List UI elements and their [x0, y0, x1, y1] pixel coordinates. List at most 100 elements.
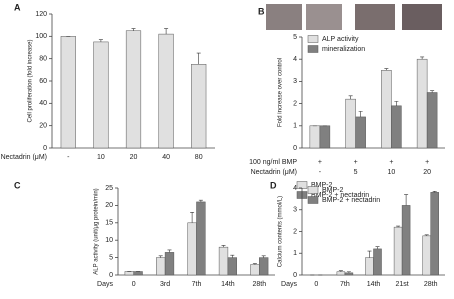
treatment-value: + [389, 159, 393, 166]
x-tick-label: 20 [130, 154, 138, 161]
bar [227, 257, 237, 276]
y-tick-label: 3 [293, 207, 297, 214]
y-tick-label: 3 [293, 78, 297, 85]
error-bar [164, 28, 169, 35]
y-tick-label: 2 [293, 100, 297, 107]
stain-images [266, 4, 442, 30]
y-tick-label: 40 [39, 100, 47, 107]
bar [355, 116, 366, 149]
error-bar [420, 56, 425, 60]
x-tick-label: 0 [132, 281, 136, 288]
y-tick-label: 0 [293, 145, 297, 152]
bar [60, 36, 76, 149]
bar [218, 246, 229, 276]
stain-image [266, 4, 302, 30]
panel-letter: B [258, 6, 265, 16]
legend-swatch [307, 45, 319, 53]
error-bar [348, 95, 353, 100]
x-tick-label: 20 [423, 169, 431, 176]
legend-swatch [307, 186, 319, 194]
x-tick-label: 5 [354, 169, 358, 176]
treatment-value: + [318, 159, 322, 166]
y-axis-label: Cell proliferation (fold increase) [28, 39, 34, 122]
bar [259, 257, 269, 276]
bar [124, 271, 134, 276]
bar [125, 30, 142, 149]
legend-swatch [307, 35, 319, 43]
bar [93, 41, 109, 149]
bar [393, 226, 403, 276]
y-tick-label: 0 [109, 272, 113, 279]
x-tick-label: 3rd [160, 281, 170, 288]
y-tick-label: 4 [293, 185, 297, 192]
bar [250, 264, 260, 276]
bar [373, 248, 382, 276]
y-tick-label: 80 [39, 56, 47, 63]
x-tick-label: - [67, 154, 70, 161]
bar [365, 257, 374, 276]
x-tick-label: 10 [387, 169, 395, 176]
error-bar [221, 245, 226, 248]
panel-letter: A [14, 2, 21, 12]
x-tick-label: - [319, 169, 322, 176]
error-bar [98, 39, 103, 42]
bar [156, 257, 166, 276]
bar [196, 201, 206, 276]
y-tick-label: 15 [105, 220, 113, 227]
y-tick-label: 1 [293, 250, 297, 257]
error-bar [338, 270, 343, 272]
legend-label: mineralization [322, 46, 365, 53]
bar [336, 271, 346, 276]
y-tick-label: 60 [39, 78, 47, 85]
bar [401, 205, 411, 276]
y-tick-label: 5 [293, 34, 297, 41]
bar [416, 58, 428, 149]
x-tick-label: 28th [424, 281, 438, 288]
treatment-value: + [354, 159, 358, 166]
error-bar [394, 101, 399, 106]
x-axis-label: Nectadrin (μM) [1, 154, 47, 161]
y-tick-label: 0 [43, 145, 47, 152]
y-axis-label: ALP activity (unit/μg protein/min) [94, 188, 100, 274]
error-bar [252, 263, 257, 265]
legend-label: ALP activity [322, 36, 359, 43]
bar [319, 125, 331, 149]
x-tick-label: 10 [97, 154, 105, 161]
x-tick-label: 7th [340, 281, 350, 288]
error-bar [375, 246, 380, 249]
x-tick-label: 14th [367, 281, 381, 288]
x-tick-label: 7th [192, 281, 202, 288]
error-bar [424, 234, 429, 236]
x-axis-label: Days [97, 281, 113, 288]
y-tick-label: 100 [35, 33, 47, 40]
x-tick-label: 28th [252, 281, 266, 288]
bar [345, 98, 356, 149]
y-tick-label: 25 [105, 185, 113, 192]
treatment-value: + [425, 159, 429, 166]
bar [426, 92, 438, 149]
legend-swatch [307, 196, 319, 204]
error-bar [432, 190, 437, 193]
bar [309, 125, 321, 149]
y-tick-label: 10 [105, 237, 113, 244]
error-bar [384, 68, 389, 71]
panel-letter: D [270, 180, 277, 190]
error-bar [158, 255, 163, 258]
bar [191, 64, 207, 149]
y-tick-label: 20 [105, 202, 113, 209]
error-bar [190, 212, 195, 223]
error-bar [196, 52, 201, 65]
error-bar [396, 225, 401, 228]
y-tick-label: 1 [293, 123, 297, 130]
stain-image [306, 4, 342, 30]
y-tick-label: 4 [293, 56, 297, 63]
legend-swatch [296, 181, 308, 189]
error-bar [430, 90, 435, 93]
panel-letter: C [14, 180, 21, 190]
legend-label: BMP-2 + nectadrin [322, 197, 380, 204]
x-tick-label: 21st [395, 281, 408, 288]
stain-image [402, 4, 442, 30]
x-axis-label: Nectadrin (μM) [251, 169, 297, 176]
bar [381, 70, 392, 149]
bar [164, 252, 175, 276]
